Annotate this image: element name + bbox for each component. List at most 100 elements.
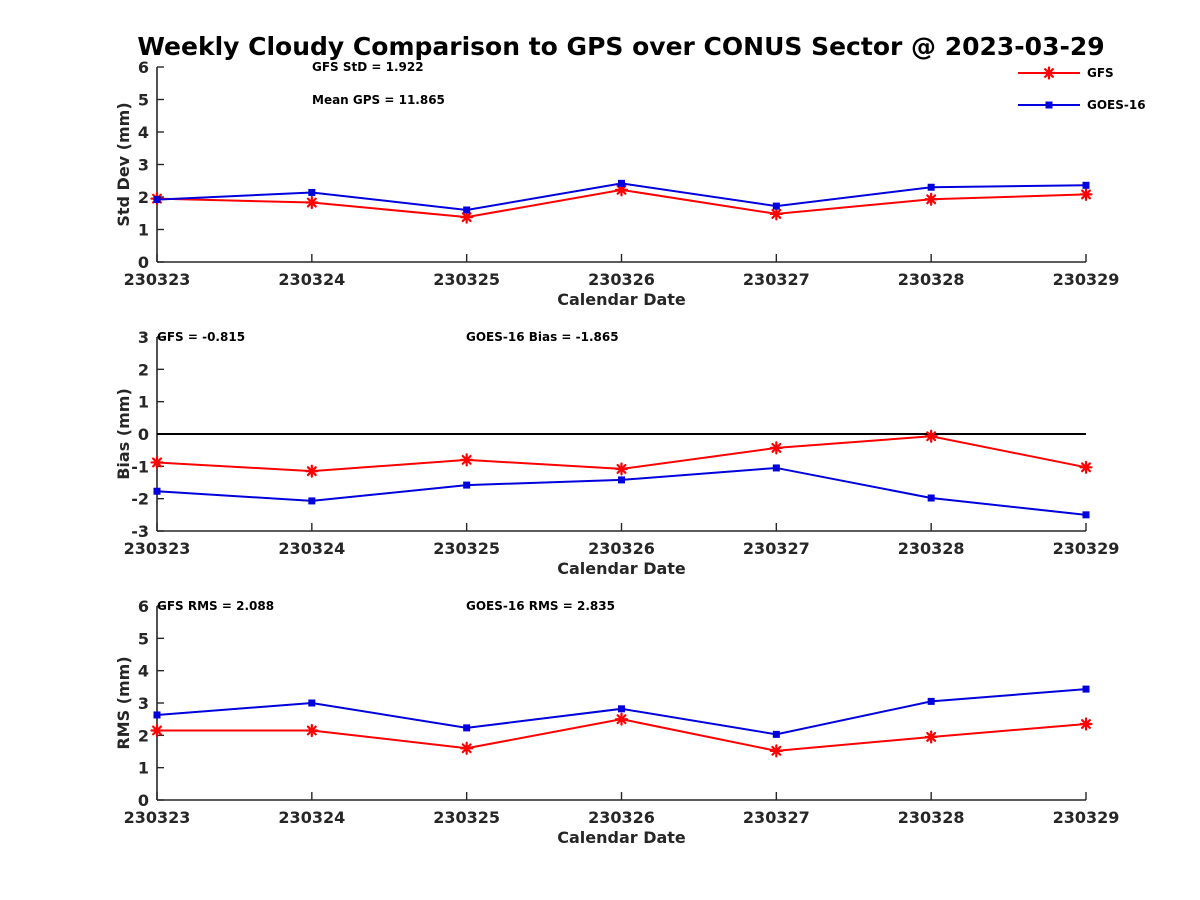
x-tick-label: 230328 [898,270,965,289]
y-tick-label: 6 [138,597,149,616]
x-tick-label: 230323 [124,270,191,289]
data-point [769,207,783,221]
legend-entry-goes-16: GOES-16 [1018,98,1146,112]
y-tick-label: 2 [138,726,149,745]
x-tick-label: 230326 [588,808,655,827]
stat-annotation: Mean GPS = 11.865 [312,93,445,107]
x-tick-label: 230326 [588,539,655,558]
data-point [769,441,783,455]
data-point [308,497,316,505]
x-tick-label: 230329 [1053,808,1120,827]
x-tick-label: 230328 [898,539,965,558]
data-point [305,723,319,738]
series-goes-16 [153,685,1090,738]
x-tick-label: 230323 [124,808,191,827]
legend-label: GFS [1087,66,1114,80]
x-tick-label: 230327 [743,270,810,289]
y-tick-label: -2 [131,490,149,509]
series-gfs [150,429,1093,478]
y-tick-label: 4 [138,662,149,681]
y-tick-label: -1 [131,457,149,476]
stat-annotation: GFS StD = 1.922 [312,60,424,74]
series-goes-16 [153,464,1090,519]
data-point [153,487,161,495]
y-tick-label: 3 [138,328,149,347]
legend-label: GOES-16 [1087,98,1146,112]
data-point [1082,511,1090,519]
legend-entry-gfs: GFS [1018,66,1114,80]
x-tick-label: 230324 [278,539,345,558]
legend-marker [1045,101,1053,109]
figure-title: Weekly Cloudy Comparison to GPS over CON… [137,32,1104,61]
y-tick-label: 0 [138,253,149,272]
data-point [618,476,625,484]
stat-annotation: GOES-16 RMS = 2.835 [466,599,615,613]
series-gfs [150,183,1093,224]
data-point [463,481,471,489]
legend: GFS GOES-16 [1018,66,1146,112]
stat-annotation: GOES-16 Bias = -1.865 [466,330,619,344]
data-point [305,195,319,210]
y-tick-label: 1 [138,393,149,412]
data-point [463,724,471,732]
y-axis-label: Bias (mm) [114,388,133,480]
x-tick-label: 230327 [743,539,810,558]
data-point [924,192,938,206]
data-point [927,494,935,502]
data-point [305,464,319,478]
x-tick-label: 230324 [278,270,345,289]
subplot-2: -3 -2 -1 0 1 2 3 230323 230324 230325 230326 230327… [114,328,1119,578]
data-point [618,705,625,713]
x-axis-label: Calendar Date [557,559,686,578]
data-point [460,741,474,755]
y-tick-label: 3 [138,156,149,175]
x-tick-label: 230328 [898,808,965,827]
x-tick-label: 230325 [433,270,500,289]
y-tick-label: 0 [138,425,149,444]
x-axis-label: Calendar Date [557,290,686,309]
y-tick-label: 2 [138,188,149,207]
y-tick-label: 2 [138,360,149,379]
data-point [1079,717,1093,731]
stat-annotation: GFS = -0.815 [157,330,245,344]
data-point [308,188,316,196]
data-point [1082,181,1090,189]
y-tick-label: 5 [138,91,149,110]
subplot-1: 0 1 2 3 4 5 6 230323 230324 230325 230326 230327 230… [114,58,1119,309]
data-point [772,202,780,210]
data-point [1079,187,1093,201]
y-tick-label: 6 [138,58,149,77]
legend-marker [1042,66,1056,80]
data-point [927,183,935,191]
data-point [924,730,938,744]
series-gfs [150,712,1093,758]
data-point [772,464,780,472]
y-tick-label: 1 [138,221,149,240]
data-point [614,462,629,476]
x-tick-label: 230327 [743,808,810,827]
data-point [618,179,625,187]
y-tick-label: 3 [138,694,149,713]
data-point [308,699,316,707]
x-tick-label: 230329 [1053,270,1120,289]
data-point [769,744,783,758]
y-tick-label: 4 [138,123,149,142]
data-point [1079,460,1093,474]
series-goes-16 [153,179,1090,214]
subplot-3: 0 1 2 3 4 5 6 230323 230324 230325 230326 230327 230… [114,597,1119,847]
y-axis-label: RMS (mm) [114,656,133,749]
x-tick-label: 230325 [433,808,500,827]
data-point [150,455,164,470]
x-tick-label: 230325 [433,539,500,558]
x-tick-label: 230329 [1053,539,1120,558]
data-point [772,730,780,738]
data-point [463,206,471,214]
y-tick-label: 0 [138,791,149,810]
x-axis-label: Calendar Date [557,828,686,847]
y-tick-label: 1 [138,759,149,778]
data-point [927,697,935,705]
y-axis-label: Std Dev (mm) [114,102,133,226]
